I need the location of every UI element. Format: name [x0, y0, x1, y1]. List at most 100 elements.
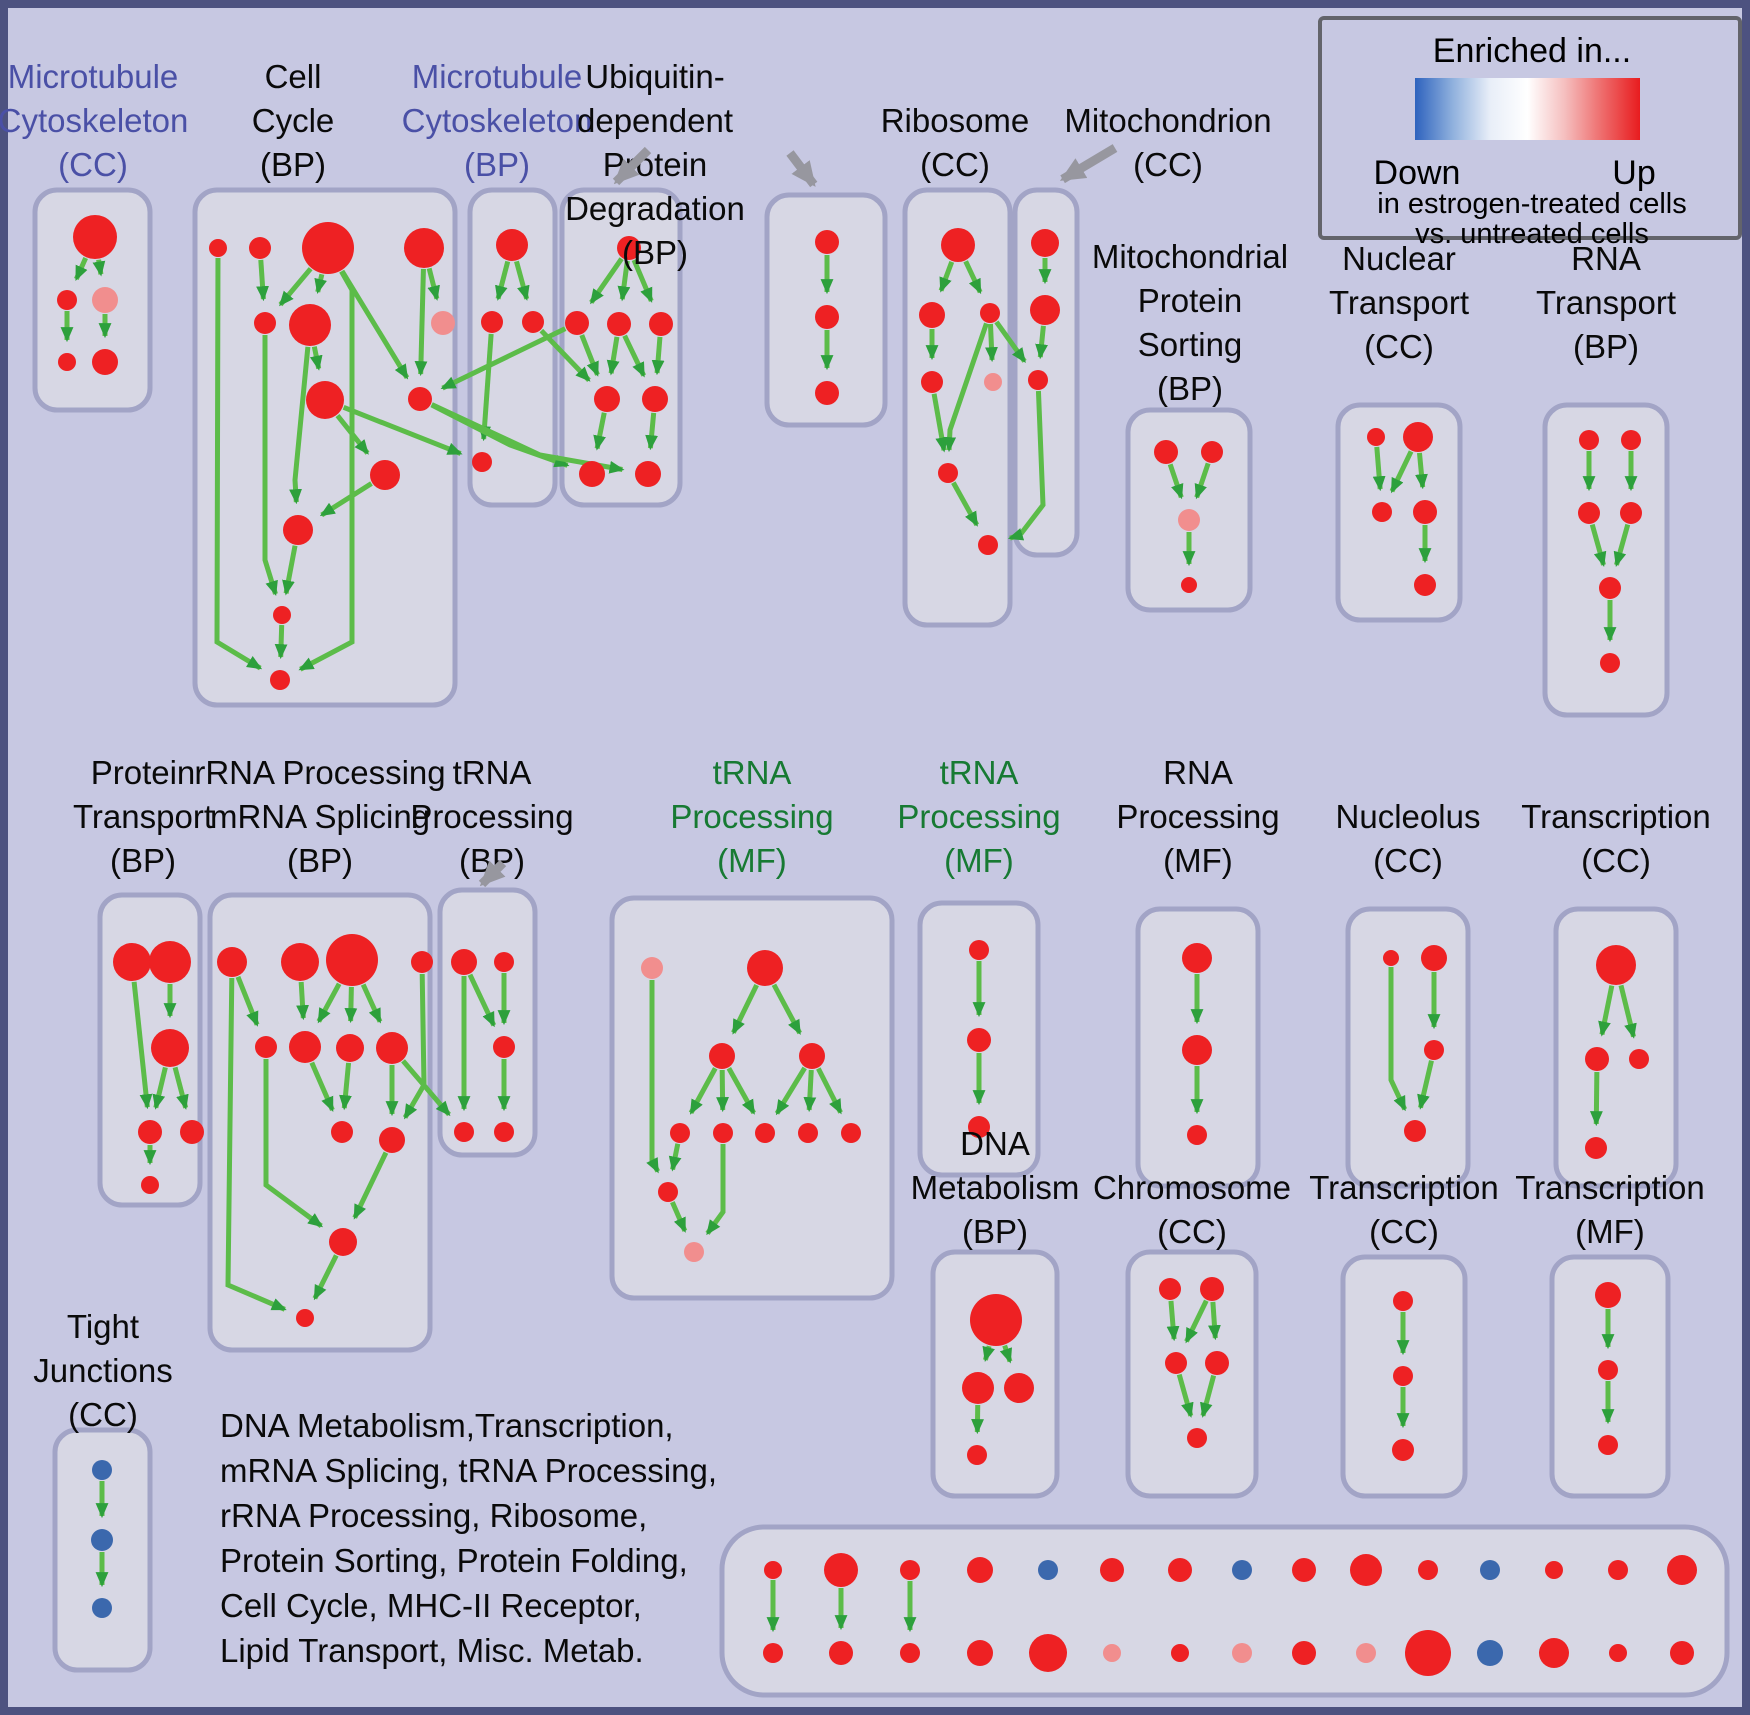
cross-edge-3 [440, 326, 567, 391]
ribosome-cc-node-6 [978, 535, 998, 555]
transcription-cc-2-node-1 [1393, 1366, 1413, 1386]
cross-edge-6 [1007, 390, 1046, 541]
cell-cycle-bp-node-9 [370, 460, 400, 490]
cross-edge-5 [994, 320, 1027, 364]
rrna-processing-mrna-splicing-bp-node-10 [329, 1228, 357, 1256]
bottom-strip-top-node-8 [1292, 1558, 1316, 1582]
transcription-cc-1-label-line-0: Transcription [1521, 798, 1711, 835]
bottom-strip-top-node-0 [764, 1561, 782, 1579]
rrna-processing-mrna-splicing-bp-node-6 [336, 1034, 364, 1062]
ribosome-cc-edge-1 [963, 260, 983, 295]
dna-metabolism-bp-label-line-2: (BP) [962, 1213, 1028, 1250]
rrna-processing-mrna-splicing-bp-edge-7 [309, 1061, 335, 1112]
microtubule-cytoskeleton-bp-label-line-0: Microtubule [412, 58, 583, 95]
chromosome-cc-node-3 [1205, 1351, 1229, 1375]
transcription-mf-node-2 [1598, 1435, 1618, 1455]
trna-processing-mf-2-label-line-0: tRNA [940, 754, 1019, 791]
tight-junctions-cc-node-0 [92, 1460, 112, 1480]
transcription-cc-1-edge-1 [1618, 984, 1637, 1039]
ribosome-cc-node-0 [941, 228, 975, 262]
ribosome-cc-node-3 [921, 371, 943, 393]
trna-processing-mf-1-node-2 [709, 1043, 735, 1069]
trna-processing-mf-2-node-1 [967, 1028, 991, 1052]
ubiquitin-protein-degradation-bp-label-line-0: Ubiquitin- [585, 58, 724, 95]
trna-processing-mf-1-node-7 [798, 1123, 818, 1143]
dna-metabolism-bp-label-line-0: DNA [960, 1125, 1030, 1162]
rna-transport-bp-edge-2 [1589, 523, 1607, 567]
tight-junctions-cc-label-line-1: Junctions [33, 1352, 172, 1389]
chromosome-cc-edge-0 [1166, 1300, 1180, 1342]
trna-processing-bp-box [437, 887, 538, 1158]
cell-cycle-bp-edge-10 [289, 346, 311, 505]
trna-processing-mf-1-edge-9 [668, 1143, 682, 1172]
trna-processing-mf-1-edge-6 [803, 1069, 817, 1113]
transcription-cc-1-node-2 [1629, 1049, 1649, 1069]
annotation-arrow-3 [478, 859, 507, 888]
trna-processing-bp-label-line-1: Processing [410, 798, 573, 835]
transcription-cc-1-node-3 [1585, 1137, 1607, 1159]
legend-gradient-bar [1415, 78, 1640, 140]
trna-processing-bp-node-4 [494, 1122, 514, 1142]
bottom-strip-bottom-node-14 [1670, 1641, 1694, 1665]
nucleolus-cc-node-1 [1421, 945, 1447, 971]
chromosome-cc-node-4 [1187, 1428, 1207, 1448]
ubiquitin-protein-degradation-bp-edge-2 [631, 259, 654, 303]
dna-metabolism-bp-edge-1 [999, 1344, 1013, 1364]
microtubule-cytoskeleton-cc-label-line-0: Microtubule [8, 58, 179, 95]
ribosome-cc-node-1 [919, 302, 945, 328]
bottom-strip-top-node-11 [1480, 1560, 1500, 1580]
protein-transport-bp-edge-2 [152, 1066, 168, 1110]
cell-cycle-bp-edge-6 [426, 267, 440, 301]
annotation-arrow-2 [1059, 144, 1118, 184]
rrna-processing-mrna-splicing-bp-label-line-1: mRNA Splicing [210, 798, 430, 835]
transcription-mf-label-line-0: Transcription [1515, 1169, 1705, 1206]
rrna-processing-mrna-splicing-bp-edge-5 [360, 983, 383, 1024]
mitochondrial-protein-sorting-bp-node-0 [1154, 440, 1178, 464]
trna-processing-mf-1-edge-1 [771, 983, 802, 1035]
protein-transport-bp-label-line-0: Protein [91, 754, 196, 791]
trna-processing-mf-1-box [609, 895, 895, 1301]
ubiquitin-protein-degradation-bp-edge-1 [617, 260, 631, 302]
ribosome-cc-edge-6 [951, 481, 980, 527]
bottom-strip-bottom-node-4 [1029, 1634, 1067, 1672]
dna-metabolism-bp-node-0 [970, 1294, 1022, 1346]
rrna-processing-mrna-splicing-bp-edge-4 [344, 986, 358, 1024]
rrna-processing-mrna-splicing-bp-label-line-0: rRNA Processing [194, 754, 445, 791]
trna-processing-mf-1-node-10 [684, 1242, 704, 1262]
nuclear-transport-cc-node-1 [1403, 422, 1433, 452]
bottom-strip-bottom-node-12 [1539, 1638, 1569, 1668]
rrna-processing-mrna-splicing-bp-edge-8 [339, 1062, 352, 1111]
trna-processing-mf-1-label-line-2: (MF) [717, 842, 787, 879]
nucleolus-cc-node-3 [1404, 1120, 1426, 1142]
rna-transport-bp-node-1 [1621, 430, 1641, 450]
trna-processing-mf-1-edge-10 [670, 1201, 688, 1233]
mitochondrion-cc-box [1012, 187, 1080, 558]
trna-processing-mf-1-node-6 [755, 1123, 775, 1143]
microtubule-cytoskeleton-cc-node-3 [58, 353, 76, 371]
rrna-processing-mrna-splicing-bp-node-8 [331, 1121, 353, 1143]
nuclear-transport-cc-node-0 [1367, 428, 1385, 446]
transcription-cc-1-node-0 [1596, 945, 1636, 985]
nuclear-transport-cc-edge-1 [1389, 450, 1414, 494]
misc-clusters-text-line-2: rRNA Processing, Ribosome, [220, 1497, 647, 1534]
ubiquitin-protein-degradation-bp-label-line-3: Degradation [565, 190, 745, 227]
rrna-processing-mrna-splicing-bp-label-line-2: (BP) [287, 842, 353, 879]
rrna-processing-mrna-splicing-bp-node-11 [296, 1309, 314, 1327]
microtubule-cytoskeleton-cc-edge-1 [92, 259, 106, 277]
trna-processing-mf-1-label-line-1: Processing [670, 798, 833, 835]
microtubule-cytoskeleton-bp-edge-2 [478, 333, 494, 442]
ribosome-cc-node-5 [938, 463, 958, 483]
bottom-strip-top-node-10 [1418, 1560, 1438, 1580]
rna-transport-bp-node-5 [1600, 653, 1620, 673]
transcription-cc-2-label-line-1: (CC) [1369, 1213, 1439, 1250]
ubiquitin-protein-degradation-bp-edge-8 [645, 412, 659, 451]
nucleolus-cc-node-2 [1424, 1040, 1444, 1060]
rna-processing-mf-node-2 [1187, 1125, 1207, 1145]
rna-transport-bp-label-line-1: Transport [1536, 284, 1676, 321]
protein-transport-bp-node-5 [141, 1176, 159, 1194]
dna-metabolism-bp-node-2 [1004, 1373, 1034, 1403]
nucleolus-cc-node-0 [1383, 950, 1399, 966]
